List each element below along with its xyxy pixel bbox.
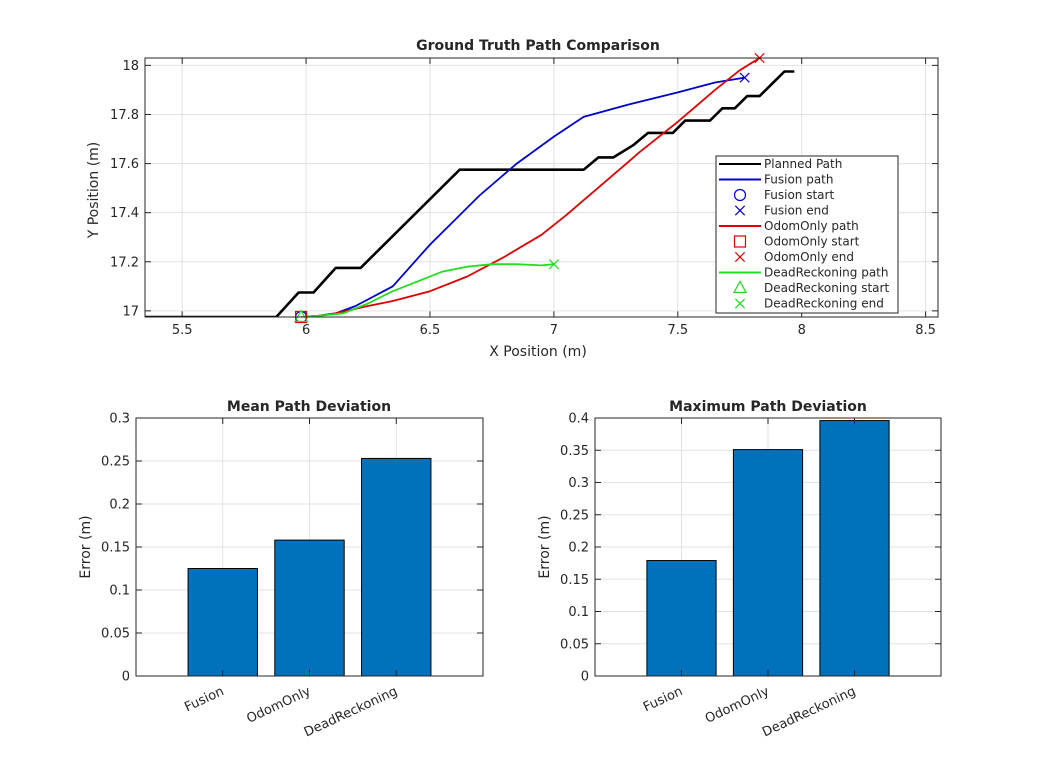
bar-fusion: [187, 568, 258, 677]
fusion-end-marker: [739, 72, 750, 83]
y-tick-label: 0.05: [101, 627, 130, 642]
bar-odomonly: [274, 539, 345, 677]
mean-deviation-chart: Mean Path Deviation Error (m) 0 0.05 0.1 0.…: [78, 399, 484, 740]
y-tick-label: 0.15: [101, 541, 130, 556]
y-tick-label: 0.1: [568, 605, 589, 620]
deadreckoning-path-line: [301, 263, 554, 317]
legend-label: DeadReckoning path: [764, 266, 889, 280]
chart-title: Ground Truth Path Comparison: [416, 38, 660, 54]
bar-deadreckoning: [819, 420, 890, 677]
x-tick-label: 7.5: [667, 323, 688, 338]
x-tick-label: 6.5: [420, 323, 441, 338]
legend-deadreckoning-start-swatch: [732, 280, 748, 293]
max-deviation-chart: Maximum Path Deviation Error (m) 0 0.05 0.…: [537, 399, 942, 740]
path-comparison-chart: Ground Truth Path Comparison X Position …: [86, 38, 939, 360]
legend-odomonly-start-swatch: [733, 235, 747, 248]
y-tick-label: 17.8: [110, 108, 139, 123]
y-tick-label: 17.6: [110, 157, 139, 172]
y-tick-label: 0: [581, 670, 589, 685]
y-axis-label: Y Position (m): [86, 142, 102, 240]
axes-box: [144, 57, 939, 318]
bar-deadreckoning: [361, 457, 432, 677]
axes-box: [594, 417, 942, 677]
legend-label: DeadReckoning start: [764, 281, 889, 295]
y-tick-label: 17.2: [110, 255, 139, 270]
x-tick-label: 8.5: [915, 323, 936, 338]
deadreckoning-start-marker: [294, 309, 309, 322]
legend-deadreckoning-end-swatch: [734, 298, 746, 309]
axes-box: [135, 417, 484, 677]
y-tick-label: 0.15: [560, 573, 589, 588]
x-tick-label: 5.5: [172, 323, 193, 338]
planned-path-line: [145, 70, 795, 317]
y-tick-label: 0.25: [560, 508, 589, 523]
y-tick-label: 0.35: [560, 444, 589, 459]
y-tick-label: 0.3: [109, 412, 130, 427]
y-tick-label: 0.1: [109, 584, 130, 599]
y-tick-label: 0.05: [560, 637, 589, 652]
bar-odomonly: [732, 449, 804, 677]
legend-odomonly-end-swatch: [734, 251, 746, 263]
legend-label: Fusion end: [764, 204, 829, 218]
y-axis-label: Error (m): [78, 515, 94, 578]
legend-label: Fusion start: [764, 188, 834, 202]
y-tick-label: 0.2: [109, 498, 130, 513]
bar-fusion: [646, 560, 717, 677]
y-tick-label: 0.4: [568, 412, 589, 427]
x-axis-label: X Position (m): [489, 344, 587, 360]
y-tick-label: 0.2: [568, 541, 589, 556]
chart-title: Maximum Path Deviation: [669, 399, 867, 415]
chart-title: Mean Path Deviation: [227, 399, 391, 415]
y-tick-label: 18: [122, 59, 139, 74]
deadreckoning-end-marker: [548, 259, 559, 270]
x-tick-label: 6: [302, 323, 310, 338]
legend-label: DeadReckoning end: [764, 297, 884, 311]
legend-label: OdomOnly end: [764, 250, 854, 264]
y-axis-label: Error (m): [537, 515, 553, 578]
legend-label: Fusion path: [764, 173, 833, 187]
legend-fusion-end-swatch: [734, 205, 746, 216]
legend-label: OdomOnly path: [764, 219, 859, 233]
series-group: [145, 57, 795, 317]
legend-box: [715, 155, 899, 314]
y-tick-label: 0: [122, 670, 130, 685]
y-tick-label: 0.25: [101, 455, 130, 470]
y-tick-label: 0.3: [568, 476, 589, 491]
x-tick-label: 8: [798, 323, 806, 338]
legend-fusion-start-swatch: [733, 188, 747, 202]
legend-label: Planned Path: [764, 157, 842, 171]
y-tick-label: 17: [122, 304, 139, 319]
y-tick-label: 17.4: [110, 206, 139, 221]
legend-label: OdomOnly start: [764, 235, 860, 249]
x-tick-label: 7: [550, 323, 558, 338]
